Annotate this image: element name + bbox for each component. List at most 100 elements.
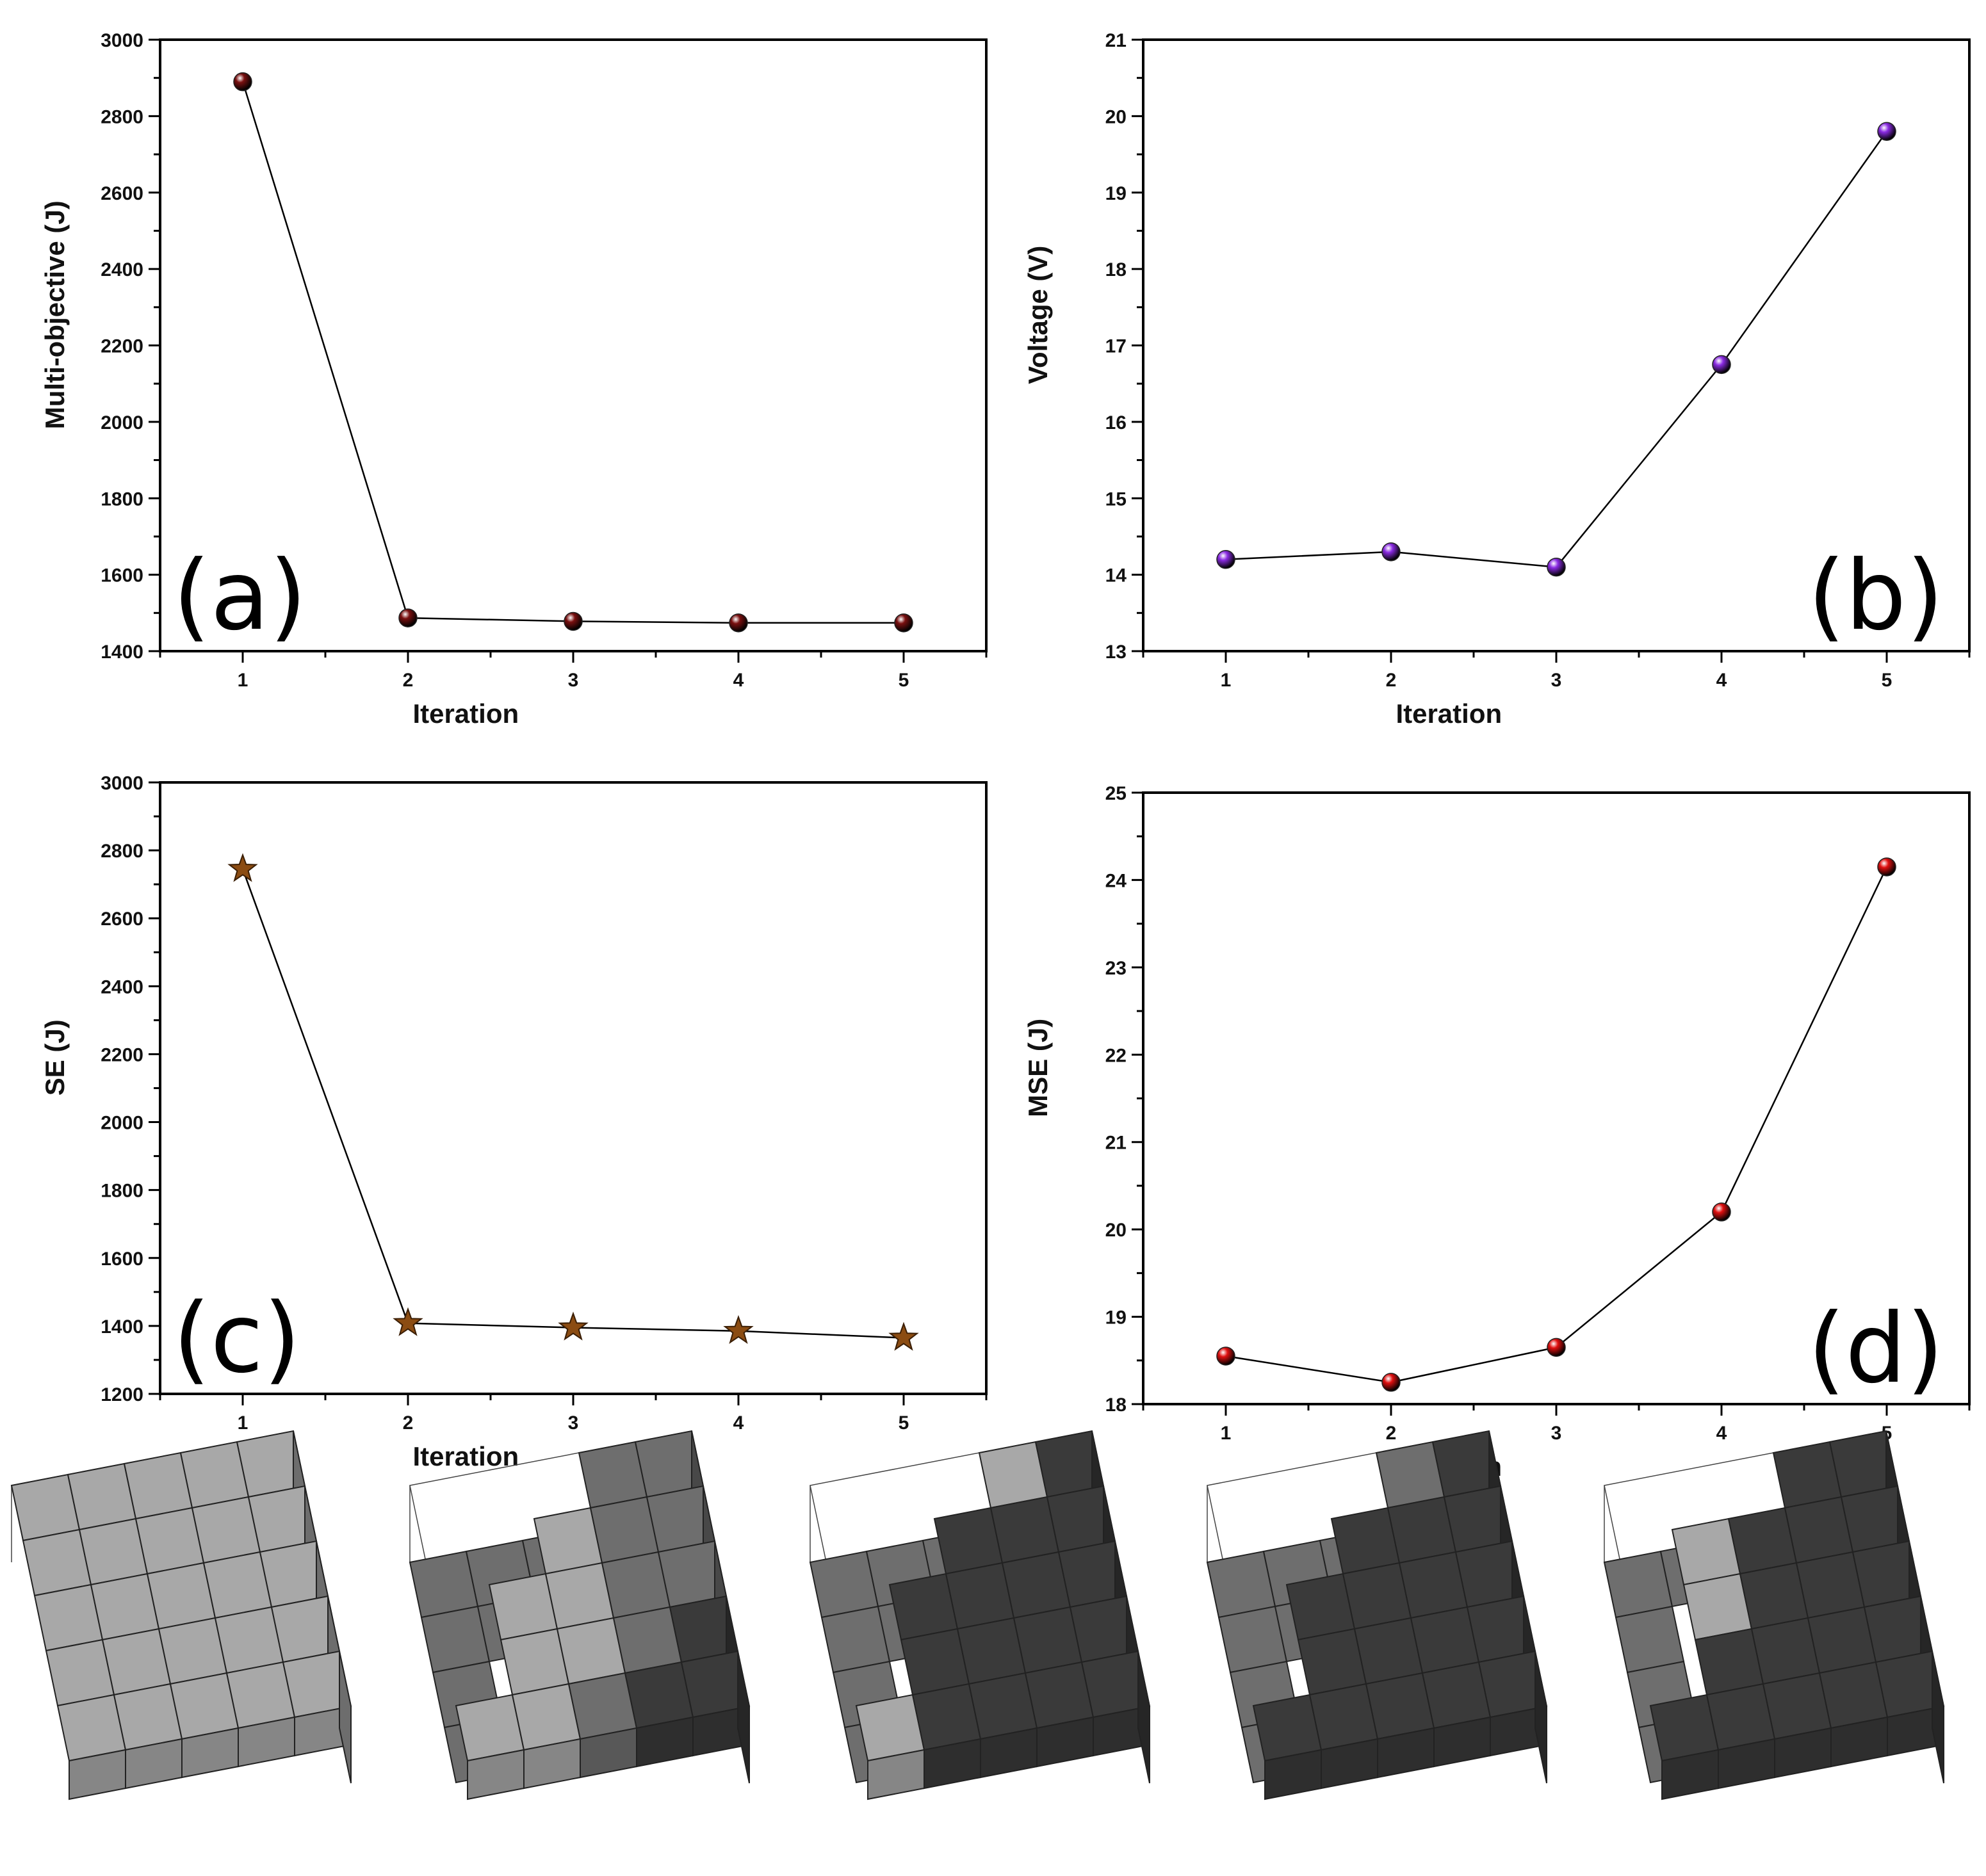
data-point [1216, 1346, 1235, 1366]
voxel-face [169, 1672, 240, 1740]
voxel-face [1762, 1672, 1832, 1740]
y-tick-label: 1800 [101, 489, 143, 510]
x-tick-label: 5 [1882, 670, 1892, 691]
voxel-face [589, 1496, 660, 1564]
voxel-face [1375, 1441, 1445, 1509]
data-point [227, 853, 258, 882]
voxel-face [511, 1683, 582, 1751]
voxel-face [1750, 1617, 1821, 1685]
data-point [1547, 1338, 1566, 1357]
x-tick-label: 1 [238, 1412, 248, 1434]
y-tick-label: 20 [1105, 106, 1127, 127]
data-point [1712, 355, 1731, 375]
voxel-face [500, 1628, 570, 1696]
x-tick-label: 2 [403, 1412, 414, 1434]
x-tick-label: 2 [1386, 670, 1397, 691]
voxel-face [45, 1638, 115, 1707]
y-tick-label: 3000 [101, 773, 143, 794]
y-tick-label: 1400 [101, 1316, 143, 1338]
x-axis-title: Iteration [1396, 699, 1502, 729]
voxel-side-face [1534, 1651, 1547, 1784]
voxel-face [820, 1605, 891, 1674]
data-point [894, 613, 913, 633]
voxel-face [78, 1517, 149, 1586]
y-tick-label: 1400 [101, 642, 143, 663]
y-tick-label: 1600 [101, 1249, 143, 1270]
voxel-face [1217, 1605, 1288, 1674]
voxel-grid [1603, 1430, 1945, 1800]
voxel-face [1013, 1606, 1083, 1674]
series-line [241, 81, 904, 624]
voxel-grid [809, 1430, 1151, 1800]
voxel-face [911, 1683, 982, 1751]
y-tick-label: 19 [1105, 1307, 1127, 1329]
x-tick-label: 3 [568, 1412, 579, 1434]
voxel-face [1603, 1550, 1673, 1619]
voxel-face [968, 1672, 1038, 1740]
y-tick-label: 18 [1105, 259, 1127, 280]
voxel-face [556, 1617, 626, 1685]
y-tick-label: 19 [1105, 183, 1127, 204]
voxel-side-face [1137, 1651, 1150, 1784]
voxel-face [1739, 1562, 1809, 1630]
y-tick-label: 2800 [101, 841, 143, 862]
x-tick-label: 3 [1551, 670, 1562, 691]
voxel-face [956, 1617, 1027, 1685]
voxel-face [1649, 1694, 1720, 1762]
y-tick-label: 22 [1105, 1045, 1127, 1066]
voxel-face [989, 1496, 1060, 1564]
voxel-face [1807, 1606, 1877, 1674]
x-tick-label: 4 [1716, 1423, 1727, 1444]
voxel-face [1342, 1562, 1412, 1630]
y-axis-title: SE (J) [40, 1019, 70, 1096]
voxel-face [1795, 1551, 1866, 1619]
voxel-face [1682, 1573, 1753, 1641]
voxel-face [1365, 1672, 1435, 1740]
voxel-grid [1206, 1430, 1548, 1800]
y-tick-label: 2200 [101, 1044, 143, 1065]
voxel-face [612, 1606, 683, 1674]
voxel-face [1024, 1661, 1095, 1729]
voxel-face [1285, 1573, 1356, 1641]
y-tick-label: 24 [1105, 870, 1127, 891]
voxel-face [624, 1661, 694, 1729]
data-point [398, 608, 418, 627]
y-tick-label: 2000 [101, 412, 143, 433]
voxel-face [601, 1551, 671, 1619]
data-point [558, 1311, 589, 1341]
x-tick-label: 3 [1551, 1423, 1562, 1444]
y-tick-label: 16 [1105, 412, 1127, 433]
voxel-face [455, 1694, 525, 1762]
y-axis-title: Multi-objective (J) [40, 200, 70, 429]
y-tick-label: 2800 [101, 106, 143, 127]
series-line [1225, 866, 1888, 1384]
data-point [1877, 857, 1896, 877]
x-tick-label: 5 [899, 1412, 909, 1434]
y-tick-label: 1800 [101, 1181, 143, 1202]
panel-label: (d) [1808, 1293, 1944, 1405]
y-tick-label: 17 [1105, 336, 1127, 357]
voxel-face [933, 1507, 1004, 1575]
y-tick-label: 1200 [101, 1384, 143, 1405]
data-point [393, 1307, 423, 1336]
y-tick-label: 2400 [101, 976, 143, 998]
series-line [241, 868, 904, 1339]
voxel-face [888, 1573, 959, 1641]
voxel-face [1001, 1551, 1071, 1619]
y-tick-label: 1600 [101, 565, 143, 586]
voxel-face [567, 1672, 638, 1740]
panel-label: (c) [173, 1283, 301, 1395]
voxel-face [1330, 1507, 1401, 1575]
voxel-face [214, 1606, 284, 1674]
voxel-face [945, 1562, 1015, 1630]
voxel-grid [10, 1430, 352, 1800]
x-axis-title: Iteration [412, 699, 519, 729]
voxel-face [90, 1573, 160, 1641]
voxel-face [202, 1551, 273, 1619]
x-tick-label: 4 [733, 1412, 744, 1434]
data-point [233, 72, 252, 92]
voxel-face [67, 1462, 137, 1531]
voxel-face [544, 1562, 615, 1630]
voxel-face [1410, 1606, 1480, 1674]
